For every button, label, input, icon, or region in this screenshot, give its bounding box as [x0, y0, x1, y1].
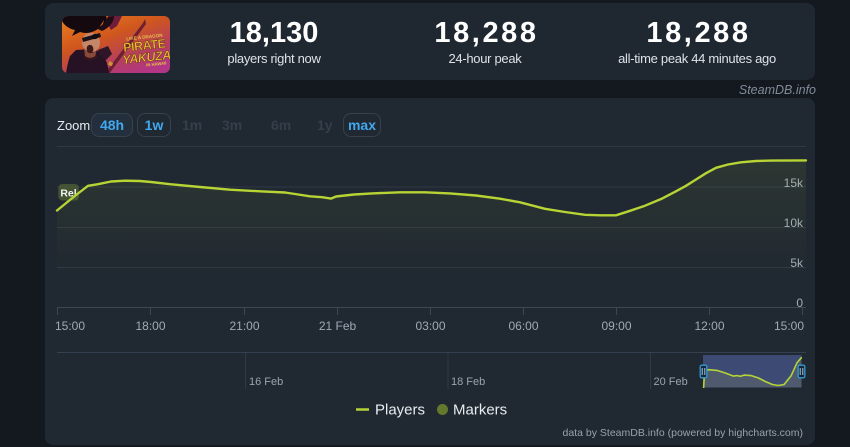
svg-text:21:00: 21:00 — [229, 319, 259, 333]
svg-text:16 Feb: 16 Feb — [249, 376, 283, 388]
svg-text:18 Feb: 18 Feb — [451, 376, 485, 388]
svg-text:06:00: 06:00 — [508, 319, 538, 333]
svg-text:15:00: 15:00 — [774, 319, 804, 333]
svg-text:15:00: 15:00 — [55, 319, 85, 333]
svg-text:09:00: 09:00 — [601, 319, 631, 333]
svg-text:IN HAWAII: IN HAWAII — [146, 60, 167, 67]
svg-text:LIKE A DRAGON: LIKE A DRAGON — [126, 33, 163, 42]
svg-text:YAKUZA: YAKUZA — [122, 48, 170, 67]
svg-text:20 Feb: 20 Feb — [654, 376, 688, 388]
svg-text:12:00: 12:00 — [694, 319, 724, 333]
svg-text:PIRATE: PIRATE — [122, 36, 166, 54]
svg-text:18:00: 18:00 — [135, 319, 165, 333]
svg-text:Players: Players — [375, 402, 425, 419]
svg-text:03:00: 03:00 — [415, 319, 445, 333]
svg-text:21 Feb: 21 Feb — [319, 319, 357, 333]
svg-text:Markers: Markers — [453, 402, 507, 419]
